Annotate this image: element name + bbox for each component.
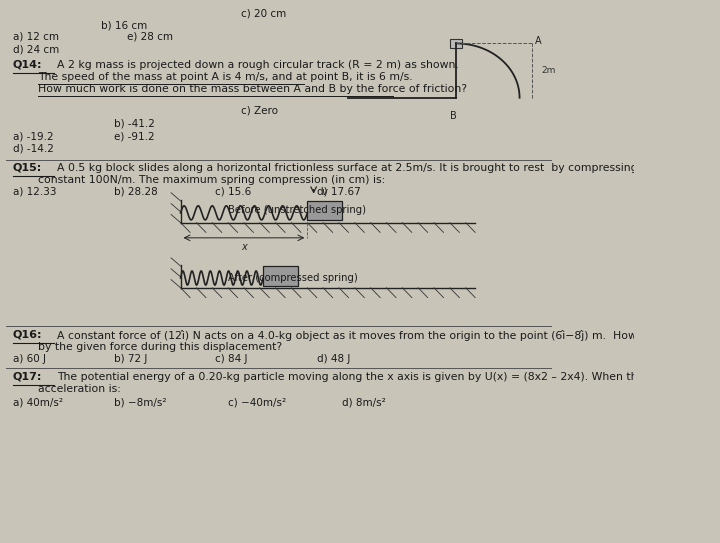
Bar [307,201,342,220]
Text: a) 60 J: a) 60 J [13,354,45,364]
Text: d) 24 cm: d) 24 cm [13,45,59,54]
Text: b) 16 cm: b) 16 cm [102,20,148,30]
Text: The potential energy of a 0.20-kg particle moving along the x axis is given by U: The potential energy of a 0.20-kg partic… [57,372,720,382]
Text: c) −40m/s²: c) −40m/s² [228,397,287,407]
Text: b) -41.2: b) -41.2 [114,118,155,128]
Text: a) 12.33: a) 12.33 [13,186,56,196]
Text: A 0.5 kg block slides along a horizontal frictionless surface at 2.5m/s. It is b: A 0.5 kg block slides along a horizontal… [57,163,720,173]
Text: Q16:: Q16: [13,330,42,339]
Text: b) 72 J: b) 72 J [114,354,148,364]
Text: v: v [321,187,327,197]
Text: c) Zero: c) Zero [240,105,278,115]
Text: d) 8m/s²: d) 8m/s² [342,397,386,407]
Text: by the given force during this displacement?: by the given force during this displacem… [38,342,282,351]
Text: A constant force of (12î) N acts on a 4.0-kg object as it moves from the origin: A constant force of (12î) N acts on a 4… [57,330,720,340]
Text: Q15:: Q15: [13,163,42,173]
Text: a) 12 cm: a) 12 cm [13,31,58,41]
Text: The speed of the mass at point A is 4 m/s, and at point B, it is 6 m/s.: The speed of the mass at point A is 4 m/… [38,72,413,81]
Text: a) -19.2: a) -19.2 [13,131,53,141]
Text: e) 28 cm: e) 28 cm [127,31,173,41]
Bar [263,266,298,286]
Text: A 2 kg mass is projected down a rough circular track (R = 2 m) as shown.: A 2 kg mass is projected down a rough ci… [57,60,459,70]
Text: Before (unstretched spring): Before (unstretched spring) [228,205,366,215]
Bar [451,39,462,48]
Text: e) -91.2: e) -91.2 [114,131,155,141]
Text: c) 15.6: c) 15.6 [215,186,252,196]
Text: B: B [450,111,456,121]
Text: A: A [536,36,542,46]
Text: Q14:: Q14: [13,60,42,70]
Text: a) 40m/s²: a) 40m/s² [13,397,63,407]
Text: d) -14.2: d) -14.2 [13,143,53,153]
Text: b) 28.28: b) 28.28 [114,186,158,196]
Text: b) −8m/s²: b) −8m/s² [114,397,166,407]
Text: constant 100N/m. The maximum spring compression (in cm) is:: constant 100N/m. The maximum spring comp… [38,175,385,185]
Text: Q17:: Q17: [13,372,42,382]
Text: c) 84 J: c) 84 J [215,354,248,364]
Text: acceleration is:: acceleration is: [38,384,121,394]
Text: How much work is done on the mass between A and B by the force of friction?: How much work is done on the mass betwee… [38,84,467,93]
Text: c) 20 cm: c) 20 cm [240,8,286,18]
Text: d) 48 J: d) 48 J [317,354,350,364]
Text: 2m: 2m [541,66,556,75]
Text: After (compressed spring): After (compressed spring) [228,273,358,282]
Text: d) 17.67: d) 17.67 [317,186,361,196]
Text: x: x [241,242,247,252]
